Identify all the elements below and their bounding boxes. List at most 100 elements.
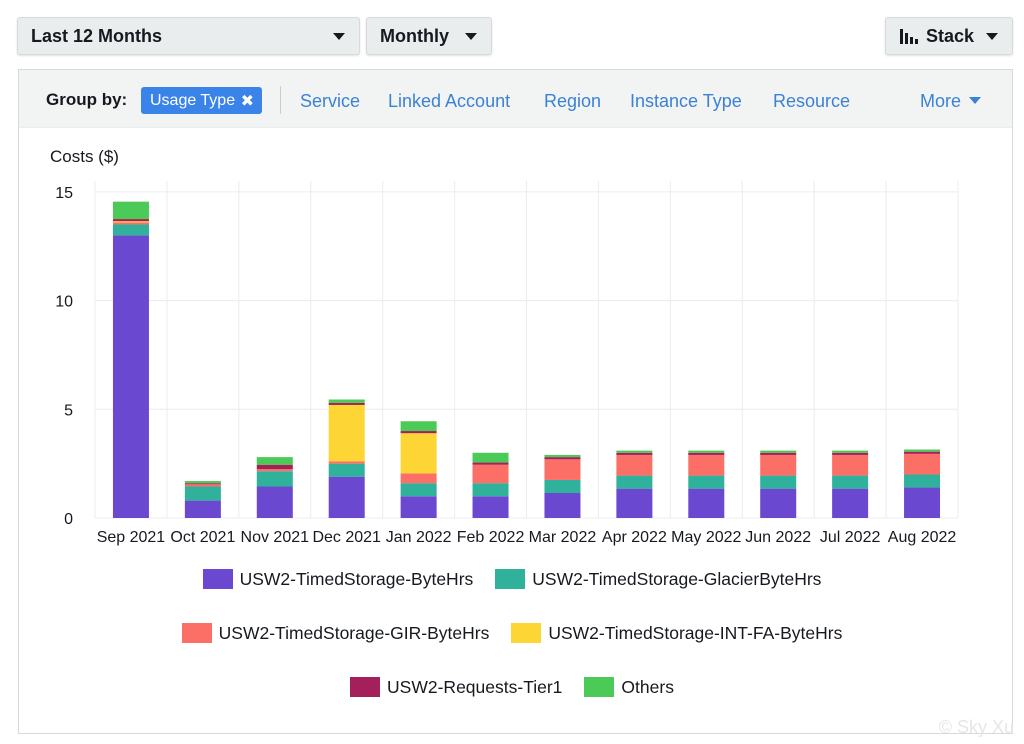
- bar-segment[interactable]: [544, 492, 581, 518]
- legend-swatch: [350, 677, 381, 697]
- bar-segment[interactable]: [184, 483, 221, 485]
- bar-segment[interactable]: [688, 488, 725, 518]
- legend-swatch: [584, 677, 615, 697]
- bar-segment[interactable]: [256, 464, 293, 470]
- bar-segment[interactable]: [904, 487, 941, 518]
- chevron-down-icon: [333, 33, 345, 40]
- bar-segment[interactable]: [328, 402, 365, 405]
- legend-row-2: USW2-TimedStorage-GIR-ByteHrs USW2-TimedS…: [0, 620, 1024, 646]
- group-by-chip-usage-type[interactable]: Usage Type ✖: [141, 87, 262, 114]
- bar-segment[interactable]: [328, 404, 365, 462]
- bar-segment[interactable]: [832, 475, 869, 489]
- more-label: More: [920, 91, 962, 111]
- bar-segment[interactable]: [904, 474, 941, 488]
- bar-segment[interactable]: [472, 464, 509, 484]
- bar-segment[interactable]: [400, 421, 437, 432]
- bar-segment[interactable]: [328, 463, 365, 477]
- bar-segment[interactable]: [112, 201, 149, 220]
- legend-item[interactable]: USW2-Requests-Tier1: [350, 674, 562, 700]
- bar-segment[interactable]: [112, 219, 149, 222]
- bar-segment[interactable]: [472, 452, 509, 463]
- toolbar: Last 12 Months Monthly Stack: [0, 0, 1024, 70]
- bar-segment[interactable]: [544, 459, 581, 480]
- bar-segment[interactable]: [328, 399, 365, 403]
- legend-item[interactable]: USW2-TimedStorage-GIR-ByteHrs: [181, 620, 489, 646]
- bar-segment[interactable]: [400, 433, 437, 474]
- bar-segment[interactable]: [544, 457, 581, 460]
- group-by-linked-account[interactable]: Linked Account: [388, 91, 511, 111]
- chart-style-label: Stack: [926, 25, 975, 46]
- bar-segment[interactable]: [616, 452, 653, 455]
- bar-segment[interactable]: [472, 496, 509, 518]
- bar-segment[interactable]: [112, 224, 149, 236]
- x-tick-label: Oct 2021: [170, 529, 235, 546]
- bar-segment[interactable]: [472, 462, 509, 465]
- bar-segment[interactable]: [760, 454, 797, 476]
- bar-segment[interactable]: [760, 475, 797, 489]
- bar-segment[interactable]: [400, 431, 437, 434]
- bar-segment[interactable]: [688, 452, 725, 455]
- legend-swatch: [202, 569, 233, 589]
- legend-swatch: [511, 623, 542, 643]
- bar-segment[interactable]: [832, 450, 869, 453]
- bar-segment[interactable]: [544, 479, 581, 493]
- granularity-label: Monthly: [380, 25, 449, 46]
- bar-segment[interactable]: [472, 483, 509, 497]
- bar-segment[interactable]: [400, 473, 437, 484]
- group-by-region[interactable]: Region: [544, 91, 602, 111]
- y-tick-label: 0: [64, 511, 73, 528]
- bar-segment[interactable]: [112, 235, 149, 518]
- bar-segment[interactable]: [400, 496, 437, 518]
- x-tick-label: May 2022: [671, 529, 741, 546]
- chevron-down-icon: [986, 33, 998, 40]
- bar-segment[interactable]: [256, 486, 293, 518]
- bar-segment[interactable]: [256, 469, 293, 472]
- group-by-service[interactable]: Service: [300, 91, 361, 111]
- bar-segment[interactable]: [832, 454, 869, 476]
- bar-segment[interactable]: [400, 483, 437, 497]
- y-tick-label: 5: [64, 402, 73, 419]
- bar-segment[interactable]: [112, 222, 149, 225]
- bar-segment[interactable]: [760, 452, 797, 455]
- legend-item[interactable]: USW2-TimedStorage-GlacierByteHrs: [495, 566, 821, 592]
- granularity-dropdown[interactable]: Monthly: [366, 17, 492, 55]
- bar-segment[interactable]: [184, 500, 221, 518]
- date-range-dropdown[interactable]: Last 12 Months: [17, 17, 360, 55]
- bar-segment[interactable]: [832, 452, 869, 455]
- bar-segment[interactable]: [760, 450, 797, 453]
- legend-item[interactable]: Others: [584, 674, 674, 700]
- bar-segment[interactable]: [688, 454, 725, 476]
- bar-segment[interactable]: [904, 451, 941, 454]
- group-by-instance-type[interactable]: Instance Type: [630, 91, 742, 111]
- group-by-more-dropdown[interactable]: More: [920, 91, 982, 112]
- group-by-resource[interactable]: Resource: [773, 91, 851, 111]
- bar-segment[interactable]: [832, 488, 869, 518]
- close-icon[interactable]: ✖: [240, 93, 254, 110]
- x-tick-label: Jun 2022: [745, 529, 811, 546]
- bar-segment[interactable]: [184, 486, 221, 501]
- bar-chart-icon: [900, 29, 918, 44]
- bar-segment[interactable]: [904, 449, 941, 452]
- bar-segment[interactable]: [328, 461, 365, 464]
- bar-segment[interactable]: [616, 488, 653, 518]
- bar-segment[interactable]: [616, 454, 653, 476]
- bar-segment[interactable]: [112, 221, 149, 223]
- bar-segment[interactable]: [544, 454, 581, 458]
- bar-segment[interactable]: [328, 476, 365, 518]
- bar-segment[interactable]: [616, 475, 653, 489]
- bar-segment[interactable]: [904, 453, 941, 475]
- bar-segment[interactable]: [760, 488, 797, 518]
- legend-item[interactable]: USW2-TimedStorage-ByteHrs: [202, 566, 473, 592]
- legend-item[interactable]: USW2-TimedStorage-INT-FA-ByteHrs: [511, 620, 842, 646]
- chart-style-dropdown[interactable]: Stack: [885, 17, 1013, 55]
- bar-segment[interactable]: [256, 457, 293, 465]
- bar-segment[interactable]: [688, 475, 725, 489]
- bar-segment[interactable]: [616, 450, 653, 453]
- divider: [280, 86, 281, 114]
- bar-segment[interactable]: [184, 481, 221, 484]
- bar-segment[interactable]: [184, 484, 221, 487]
- bar-segment[interactable]: [256, 471, 293, 487]
- legend-label: Others: [621, 676, 674, 697]
- bar-segment[interactable]: [688, 450, 725, 453]
- chevron-down-icon: [969, 97, 982, 104]
